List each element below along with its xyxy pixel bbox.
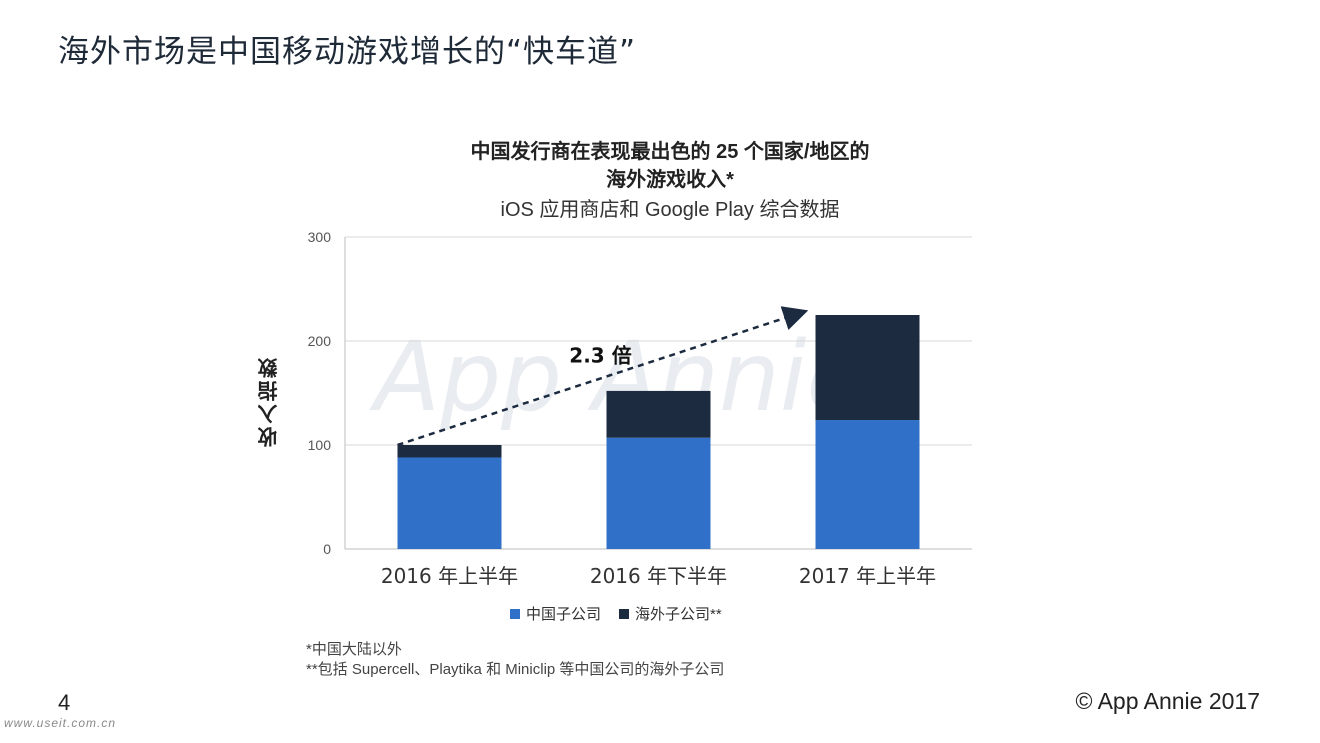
y-tick-label-300: 300 [308,229,332,245]
y-tick-label-100: 100 [308,437,332,453]
legend-item-overseas: 海外子公司** [619,603,722,624]
copyright: © App Annie 2017 [1075,688,1261,714]
footnote-1: *中国大陆以外 [306,641,402,658]
site-watermark: www.useit.com.cn [4,716,117,730]
x-tick-label-0: 2016 年上半年 [381,564,518,588]
legend-label-china: 中国子公司 [526,606,602,623]
bar-overseas-0 [397,445,502,458]
bar-china-2 [815,420,920,549]
legend-label-overseas: 海外子公司** [635,606,722,623]
legend-swatch-china [510,608,520,619]
x-tick-label-1: 2016 年下半年 [590,564,727,588]
legend-swatch-overseas [619,608,630,619]
chart-subtitle: iOS 应用商店和 Google Play 综合数据 [500,199,840,221]
page-number: 4 [58,690,71,715]
growth-annotation: 2.3 倍 [569,343,631,367]
x-tick-label-2: 2017 年上半年 [799,564,936,588]
y-tick-label-200: 200 [308,333,332,349]
chart-title-line2: 海外游戏收入* [606,169,734,191]
footnote-2: **包括 Supercell、Playtika 和 Miniclip 等中国公司… [306,661,725,678]
bar-overseas-2 [815,315,920,421]
bar-china-1 [606,437,711,549]
growth-arrow [397,306,809,447]
chart-legend: 中国子公司 海外子公司** [510,603,722,624]
y-tick-label-0: 0 [323,541,331,557]
slide-title: 海外市场是中国移动游戏增长的“快车道” [58,34,637,70]
chart-title-line1: 中国发行商在表现最出色的 25 个国家/地区的 [470,141,870,163]
legend-item-china: 中国子公司 [510,603,601,624]
bar-china-0 [397,457,502,549]
bar-overseas-1 [606,390,711,438]
